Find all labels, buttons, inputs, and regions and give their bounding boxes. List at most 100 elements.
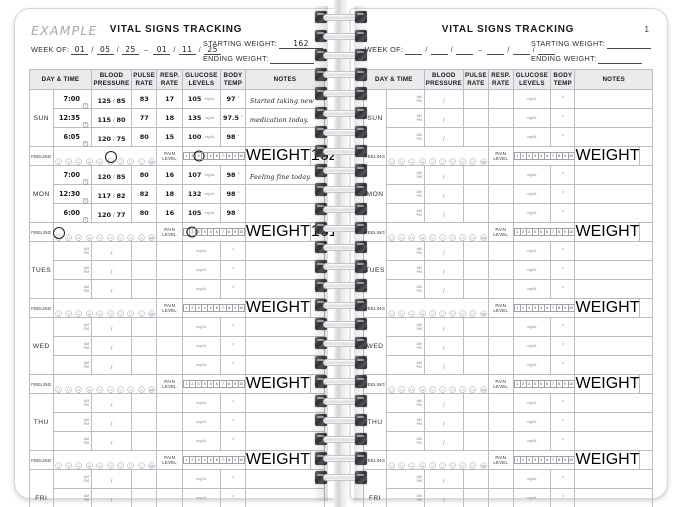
pain-level-option[interactable]: 1 [513,228,520,236]
notes-input[interactable] [574,431,653,451]
glucose-input[interactable]: mg/dL [181,317,222,337]
body-temp-input[interactable]: ° [220,241,246,261]
pain-level-option[interactable]: 6 [543,304,550,312]
glucose-input[interactable]: 105 mg/dL [181,89,222,109]
resp-rate-input[interactable] [156,279,183,299]
weight-value[interactable] [640,451,652,469]
weight-value[interactable] [640,299,652,317]
feeling-face-scale[interactable] [386,374,489,394]
pain-level-option[interactable]: 10 [237,380,245,388]
pain-level-option[interactable]: 2 [519,380,526,388]
face-meh[interactable] [449,152,456,165]
weight-value[interactable] [640,223,652,241]
pain-level-scale[interactable]: 1 2 3 4 5 6 7 8 9 10 [181,222,246,242]
face-smile[interactable] [65,228,72,241]
week-end-month[interactable]: 01 [153,45,171,55]
resp-rate-input[interactable] [156,355,183,375]
pulse-rate-input[interactable]: 80 [131,203,158,223]
glucose-input[interactable]: 135 mg/dL [181,108,222,128]
pain-level-option[interactable]: 3 [194,228,202,236]
pain-level-scale[interactable]: 1 2 3 4 5 6 7 8 9 10 [512,298,576,318]
starting-weight-input[interactable]: 162 [279,39,323,49]
face-happy[interactable] [419,380,426,393]
face-smile[interactable] [65,152,72,165]
blood-pressure-input[interactable]: / [423,393,464,413]
resp-rate-input[interactable]: 16 [156,203,183,223]
face-meh[interactable] [117,228,124,241]
pulse-rate-input[interactable] [131,488,158,507]
pain-level-option[interactable]: 1 [513,152,520,160]
resp-rate-input[interactable]: 17 [156,89,183,109]
face-meh[interactable] [449,228,456,241]
pain-level-option[interactable]: 9 [231,304,238,312]
notes-input[interactable] [574,355,653,375]
blood-pressure-input[interactable]: / [423,469,464,489]
face-neutral-wide[interactable] [408,228,416,241]
body-temp-input[interactable]: ° [220,431,246,451]
face-sad[interactable] [138,380,145,393]
glucose-input[interactable]: mg/dL [512,317,552,337]
pulse-rate-input[interactable] [462,355,489,375]
face-meh[interactable] [117,304,124,317]
time-input[interactable]: 12:30 [52,184,92,204]
pulse-rate-input[interactable] [462,317,489,337]
blood-pressure-input[interactable]: / [90,260,133,280]
body-temp-input[interactable]: ° [550,336,576,356]
blood-pressure-input[interactable]: / [423,184,464,204]
time-input[interactable]: AM PM [386,355,425,375]
face-smile[interactable] [398,304,406,317]
body-temp-input[interactable]: 98 ° [220,203,246,223]
pain-level-option[interactable]: 3 [525,380,532,388]
blood-pressure-input[interactable]: / [423,241,464,261]
resp-rate-input[interactable]: 15 [156,127,183,147]
pain-level-option[interactable]: 9 [231,152,238,160]
face-sick[interactable] [479,456,487,469]
pain-level-option[interactable]: 10 [567,304,575,312]
glucose-input[interactable]: 132 mg/dL [181,184,222,204]
face-sick[interactable] [148,380,155,393]
face-plain[interactable] [96,228,103,241]
time-input[interactable]: 6:05 [52,127,92,147]
pain-level-option[interactable]: 7 [219,380,226,388]
resp-rate-input[interactable] [487,241,514,261]
time-input[interactable]: 6:00 [52,203,92,223]
pain-level-option[interactable]: 2 [188,456,195,464]
face-smile[interactable] [65,304,72,317]
body-temp-input[interactable]: ° [550,108,576,128]
notes-input[interactable] [574,203,653,223]
blood-pressure-input[interactable]: / [423,89,464,109]
face-sad[interactable] [138,228,145,241]
face-plain[interactable] [429,456,436,469]
resp-rate-input[interactable] [487,431,514,451]
glucose-input[interactable]: mg/dL [181,488,222,507]
time-input[interactable]: AM PM [386,317,425,337]
pain-level-option[interactable]: 8 [225,228,232,236]
weight-entry[interactable]: WEIGHT [574,450,653,470]
glucose-input[interactable]: mg/dL [181,431,222,451]
resp-rate-input[interactable] [487,488,514,507]
pain-level-option[interactable]: 5 [207,456,214,464]
pain-level-option[interactable]: 10 [237,152,245,160]
ending-weight-input[interactable] [270,54,315,64]
week-start-month[interactable] [405,45,423,55]
body-temp-input[interactable]: ° [220,355,246,375]
feeling-face-scale[interactable] [52,374,158,394]
notes-input[interactable] [574,260,653,280]
ending-weight-input[interactable] [598,54,643,64]
pain-level-option[interactable]: 2 [188,228,195,236]
pain-level-option[interactable]: 8 [225,152,232,160]
time-input[interactable]: AM PM [52,317,92,337]
face-tired[interactable] [459,152,466,165]
pain-level-option[interactable]: 2 [519,304,526,312]
time-input[interactable]: AM PM [386,412,425,432]
glucose-input[interactable]: mg/dL [512,279,552,299]
pain-level-option[interactable]: 4 [201,456,208,464]
time-input[interactable]: AM PM [52,431,92,451]
glucose-input[interactable]: mg/dL [512,165,552,185]
pain-level-option[interactable]: 5 [207,152,214,160]
body-temp-input[interactable]: ° [550,203,576,223]
blood-pressure-input[interactable]: / [90,469,133,489]
body-temp-input[interactable]: ° [550,184,576,204]
pain-level-option[interactable]: 3 [194,380,202,388]
resp-rate-input[interactable] [487,108,514,128]
